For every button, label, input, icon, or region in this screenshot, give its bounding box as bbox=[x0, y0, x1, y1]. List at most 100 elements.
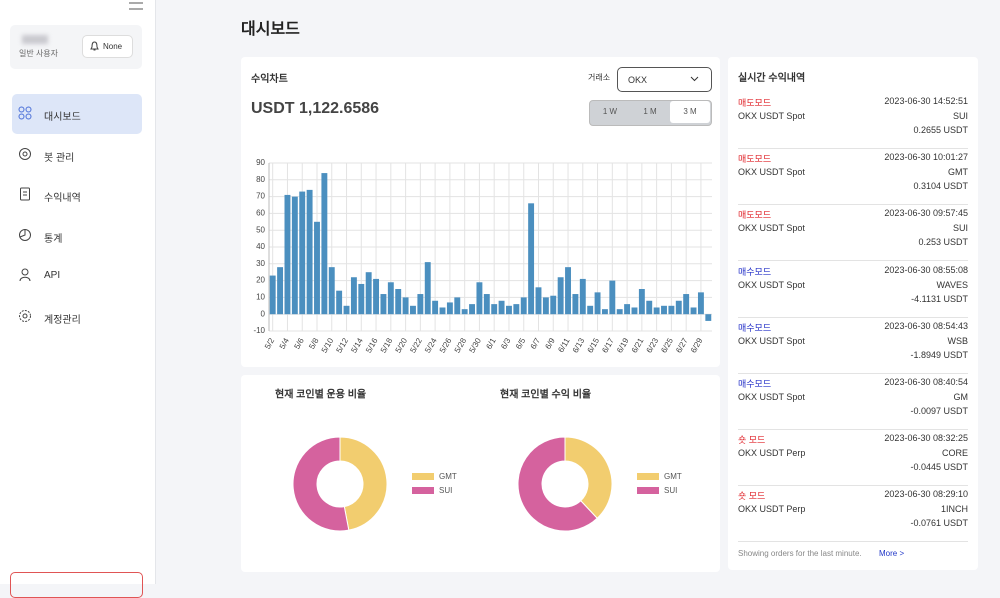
x-tick-label: 6/7 bbox=[529, 336, 543, 351]
x-tick-label: 5/2 bbox=[263, 336, 277, 351]
order-row: 숏 모드 2023-06-30 08:32:25 OKX USDT Perp CORE… bbox=[738, 433, 968, 487]
order-amount: -0.0761 USDT bbox=[910, 518, 968, 529]
x-tick-label: 6/9 bbox=[543, 336, 557, 351]
bar bbox=[387, 282, 394, 315]
donut-segment bbox=[564, 436, 613, 519]
legend-label: GMT bbox=[664, 472, 682, 481]
bar bbox=[350, 277, 357, 315]
menu-toggle[interactable] bbox=[128, 0, 144, 12]
order-row: 매도모드 2023-06-30 10:01:27 OKX USDT Spot GMT 0… bbox=[738, 152, 968, 206]
donut-chart: 현재 코인별 수익 비율 GMT SUI bbox=[500, 388, 682, 532]
icon bbox=[19, 229, 31, 241]
x-tick-label: 5/12 bbox=[335, 336, 351, 354]
donut-segment bbox=[517, 436, 598, 532]
order-market: OKX USDT Spot bbox=[738, 392, 805, 402]
menu-item[interactable]: API bbox=[12, 256, 142, 296]
y-tick-label: 20 bbox=[256, 276, 265, 285]
order-time: 2023-06-30 08:55:08 bbox=[884, 264, 968, 275]
x-tick-label: 5/22 bbox=[408, 336, 424, 354]
bar bbox=[410, 305, 416, 315]
bar bbox=[291, 196, 298, 315]
period-button[interactable]: 3 M bbox=[670, 101, 710, 123]
order-row: 숏 모드 2023-06-30 08:29:10 OKX USDT Perp 1INC… bbox=[738, 489, 968, 543]
bar bbox=[683, 294, 690, 315]
order-mode: 매수모드 bbox=[738, 322, 772, 333]
x-tick-label: 6/1 bbox=[484, 336, 498, 351]
x-tick-label: 5/8 bbox=[307, 336, 321, 351]
order-time: 2023-06-30 08:29:10 bbox=[884, 489, 968, 500]
bar bbox=[520, 297, 527, 315]
more-link[interactable]: More > bbox=[879, 549, 905, 558]
bar bbox=[638, 289, 645, 315]
y-tick-label: 90 bbox=[256, 158, 265, 167]
x-tick-label: 5/4 bbox=[278, 336, 292, 351]
order-time: 2023-06-30 10:01:27 bbox=[884, 152, 968, 163]
menu-item[interactable]: 계정관리 bbox=[12, 297, 142, 337]
menu-label: 통계 bbox=[44, 234, 63, 245]
icon bbox=[18, 106, 32, 120]
y-tick-label: 80 bbox=[256, 175, 265, 184]
bar bbox=[417, 294, 424, 315]
menu-item[interactable]: 대시보드 bbox=[12, 94, 142, 134]
logout-button[interactable] bbox=[10, 572, 143, 598]
bar bbox=[601, 309, 608, 315]
bar bbox=[469, 304, 475, 315]
bar bbox=[498, 300, 505, 315]
menu-item[interactable]: 통계 bbox=[12, 216, 142, 256]
x-tick-label: 5/24 bbox=[423, 336, 439, 354]
order-row: 매도모드 2023-06-30 14:52:51 OKX USDT Spot SUI 0… bbox=[738, 96, 968, 149]
bar bbox=[557, 277, 564, 315]
order-mode: 매수모드 bbox=[738, 379, 772, 389]
order-amount: 0.3104 USDT bbox=[913, 181, 968, 192]
bar bbox=[705, 314, 712, 321]
x-tick-label: 6/29 bbox=[689, 336, 705, 354]
donut-segment bbox=[292, 436, 350, 532]
y-tick-label: 50 bbox=[256, 225, 265, 234]
period-button[interactable]: 1 M bbox=[643, 107, 657, 116]
bar bbox=[328, 267, 335, 315]
order-coin: WSB bbox=[947, 335, 968, 346]
bar bbox=[631, 307, 638, 315]
bar bbox=[461, 309, 468, 315]
legend-swatch bbox=[412, 473, 434, 480]
order-amount: -4.1131 USDT bbox=[911, 293, 968, 304]
bar bbox=[314, 221, 320, 315]
footer-note: Showing orders for the last minute. bbox=[738, 549, 862, 558]
bar bbox=[609, 280, 616, 315]
bar bbox=[690, 307, 697, 315]
bar bbox=[565, 267, 571, 315]
x-tick-label: 6/21 bbox=[630, 336, 646, 354]
period-button[interactable]: 1 W bbox=[602, 107, 618, 116]
bar bbox=[535, 287, 542, 315]
y-tick-label: 60 bbox=[256, 209, 265, 218]
icon bbox=[19, 148, 31, 160]
notification-button[interactable]: None bbox=[82, 35, 133, 58]
order-market: OKX USDT Spot bbox=[738, 223, 805, 234]
x-tick-label: 6/15 bbox=[586, 336, 602, 354]
user-box: 일반 사용자 None bbox=[10, 25, 142, 69]
order-amount: -0.0097 USDT bbox=[910, 406, 968, 416]
chart-title: 현재 코인별 운용 비율 bbox=[275, 388, 366, 401]
x-tick-label: 6/11 bbox=[556, 336, 572, 354]
order-amount: 0.253 USDT bbox=[918, 237, 968, 248]
bar bbox=[336, 290, 343, 315]
user-role: 일반 사용자 bbox=[19, 49, 59, 58]
x-tick-label: 6/5 bbox=[514, 336, 528, 351]
menu-item[interactable]: 봇 관리 bbox=[12, 135, 142, 175]
order-time: 2023-06-30 08:40:54 bbox=[884, 377, 968, 387]
order-mode: 매수모드 bbox=[738, 266, 772, 277]
donut-segment bbox=[339, 436, 388, 531]
exchange-label: 거래소 bbox=[588, 73, 611, 82]
legend-label: GMT bbox=[439, 472, 457, 481]
order-coin: CORE bbox=[941, 448, 968, 459]
bar bbox=[277, 267, 284, 315]
order-market: OKX USDT Spot bbox=[738, 167, 805, 178]
x-tick-label: 6/3 bbox=[499, 336, 513, 351]
bar bbox=[299, 191, 306, 315]
exchange-select[interactable]: OKX bbox=[617, 67, 712, 92]
bar bbox=[506, 305, 512, 315]
bar bbox=[579, 278, 586, 315]
bar bbox=[668, 305, 675, 315]
bar bbox=[661, 305, 667, 315]
menu-item[interactable]: 수익내역 bbox=[12, 175, 142, 215]
